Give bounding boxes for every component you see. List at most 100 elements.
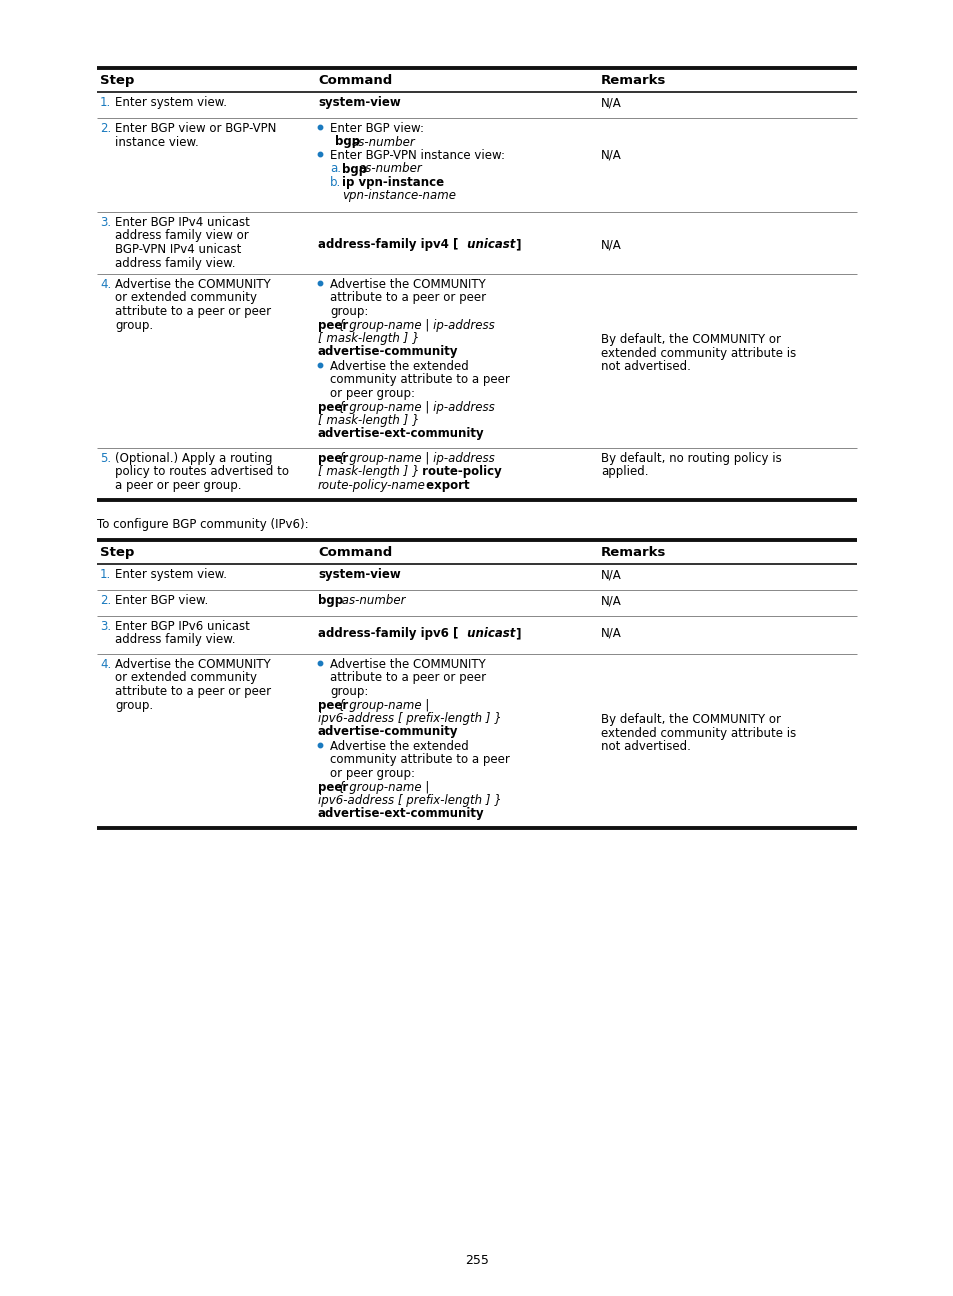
Text: Command: Command <box>317 74 392 87</box>
Text: 5.: 5. <box>100 452 111 465</box>
Text: Enter system view.: Enter system view. <box>115 96 227 109</box>
Text: policy to routes advertised to: policy to routes advertised to <box>115 465 289 478</box>
Text: attribute to a peer or peer: attribute to a peer or peer <box>115 305 271 318</box>
Text: applied.: applied. <box>600 465 648 478</box>
Text: N/A: N/A <box>600 96 621 109</box>
Text: ip vpn-instance: ip vpn-instance <box>341 176 444 189</box>
Text: address family view or: address family view or <box>115 229 249 242</box>
Text: extended community attribute is: extended community attribute is <box>600 727 796 740</box>
Text: address-family ipv4 [: address-family ipv4 [ <box>317 238 457 251</box>
Text: advertise-community: advertise-community <box>317 346 458 359</box>
Text: BGP-VPN IPv4 unicast: BGP-VPN IPv4 unicast <box>115 244 241 257</box>
Text: Step: Step <box>100 74 134 87</box>
Text: By default, the COMMUNITY or: By default, the COMMUNITY or <box>600 713 781 726</box>
Text: N/A: N/A <box>600 627 621 640</box>
Text: Remarks: Remarks <box>600 546 666 559</box>
Text: community attribute to a peer: community attribute to a peer <box>330 373 509 386</box>
Text: [ mask-length ] }: [ mask-length ] } <box>317 413 419 426</box>
Text: 255: 255 <box>464 1255 489 1267</box>
Text: Command: Command <box>317 546 392 559</box>
Text: Enter BGP view.: Enter BGP view. <box>115 594 208 607</box>
Text: Enter BGP IPv4 unicast: Enter BGP IPv4 unicast <box>115 216 250 229</box>
Text: group:: group: <box>330 305 368 318</box>
Text: route-policy: route-policy <box>417 465 501 478</box>
Text: 4.: 4. <box>100 279 112 292</box>
Text: peer: peer <box>317 780 348 793</box>
Text: advertise-community: advertise-community <box>317 726 458 739</box>
Text: peer: peer <box>317 400 348 413</box>
Text: system-view: system-view <box>317 568 400 581</box>
Text: ipv6-address [ prefix-length ] }: ipv6-address [ prefix-length ] } <box>317 712 501 724</box>
Text: not advertised.: not advertised. <box>600 360 690 373</box>
Text: Remarks: Remarks <box>600 74 666 87</box>
Text: 1.: 1. <box>100 568 112 581</box>
Text: group.: group. <box>115 699 153 712</box>
Text: { group-name |: { group-name | <box>337 699 429 712</box>
Text: To configure BGP community (IPv6):: To configure BGP community (IPv6): <box>97 518 309 531</box>
Text: export: export <box>421 480 469 492</box>
Text: unicast: unicast <box>462 627 515 640</box>
Text: ]: ] <box>512 627 521 640</box>
Text: ]: ] <box>512 238 521 251</box>
Text: attribute to a peer or peer: attribute to a peer or peer <box>330 292 486 305</box>
Text: a.: a. <box>330 162 340 175</box>
Text: unicast: unicast <box>462 238 515 251</box>
Text: N/A: N/A <box>600 238 621 251</box>
Text: N/A: N/A <box>600 568 621 581</box>
Text: 1.: 1. <box>100 96 112 109</box>
Text: peer: peer <box>317 319 348 332</box>
Text: [ mask-length ] }: [ mask-length ] } <box>317 465 419 478</box>
Text: Advertise the COMMUNITY: Advertise the COMMUNITY <box>115 279 271 292</box>
Text: bgp: bgp <box>341 162 367 175</box>
Text: community attribute to a peer: community attribute to a peer <box>330 753 509 766</box>
Text: route-policy-name: route-policy-name <box>317 480 425 492</box>
Text: b.: b. <box>330 176 341 189</box>
Text: 3.: 3. <box>100 216 111 229</box>
Text: attribute to a peer or peer: attribute to a peer or peer <box>330 671 486 684</box>
Text: or extended community: or extended community <box>115 671 256 684</box>
Text: Advertise the COMMUNITY: Advertise the COMMUNITY <box>330 279 485 292</box>
Text: as-number: as-number <box>352 136 416 149</box>
Text: bgp: bgp <box>335 136 359 149</box>
Text: { group-name | ip-address: { group-name | ip-address <box>337 400 495 413</box>
Text: or peer group:: or peer group: <box>330 388 415 400</box>
Text: Enter BGP view:: Enter BGP view: <box>330 122 423 135</box>
Text: Enter BGP IPv6 unicast: Enter BGP IPv6 unicast <box>115 619 250 632</box>
Text: extended community attribute is: extended community attribute is <box>600 346 796 359</box>
Text: By default, the COMMUNITY or: By default, the COMMUNITY or <box>600 333 781 346</box>
Text: Enter BGP view or BGP-VPN: Enter BGP view or BGP-VPN <box>115 122 276 135</box>
Text: or extended community: or extended community <box>115 292 256 305</box>
Text: Enter BGP-VPN instance view:: Enter BGP-VPN instance view: <box>330 149 504 162</box>
Text: vpn-instance-name: vpn-instance-name <box>341 189 456 202</box>
Text: Step: Step <box>100 546 134 559</box>
Text: advertise-ext-community: advertise-ext-community <box>317 428 484 441</box>
Text: not advertised.: not advertised. <box>600 740 690 753</box>
Text: { group-name | ip-address: { group-name | ip-address <box>337 319 495 332</box>
Text: bgp: bgp <box>317 594 343 607</box>
Text: group:: group: <box>330 686 368 699</box>
Text: N/A: N/A <box>600 148 621 161</box>
Text: Advertise the extended: Advertise the extended <box>330 740 468 753</box>
Text: 2.: 2. <box>100 594 112 607</box>
Text: system-view: system-view <box>317 96 400 109</box>
Text: address family view.: address family view. <box>115 634 235 647</box>
Text: N/A: N/A <box>600 594 621 607</box>
Text: or peer group:: or peer group: <box>330 767 415 780</box>
Text: (Optional.) Apply a routing: (Optional.) Apply a routing <box>115 452 273 465</box>
Text: 3.: 3. <box>100 619 111 632</box>
Text: By default, no routing policy is: By default, no routing policy is <box>600 452 781 465</box>
Text: 2.: 2. <box>100 122 112 135</box>
Text: { group-name |: { group-name | <box>337 780 429 793</box>
Text: ipv6-address [ prefix-length ] }: ipv6-address [ prefix-length ] } <box>317 794 501 807</box>
Text: group.: group. <box>115 319 153 332</box>
Text: peer: peer <box>317 452 348 465</box>
Text: as-number: as-number <box>337 594 405 607</box>
Text: Advertise the COMMUNITY: Advertise the COMMUNITY <box>115 658 271 671</box>
Text: a peer or peer group.: a peer or peer group. <box>115 480 241 492</box>
Text: address family view.: address family view. <box>115 257 235 270</box>
Text: Enter system view.: Enter system view. <box>115 568 227 581</box>
Text: attribute to a peer or peer: attribute to a peer or peer <box>115 686 271 699</box>
Text: 4.: 4. <box>100 658 112 671</box>
Text: peer: peer <box>317 699 348 712</box>
Text: Advertise the COMMUNITY: Advertise the COMMUNITY <box>330 658 485 671</box>
